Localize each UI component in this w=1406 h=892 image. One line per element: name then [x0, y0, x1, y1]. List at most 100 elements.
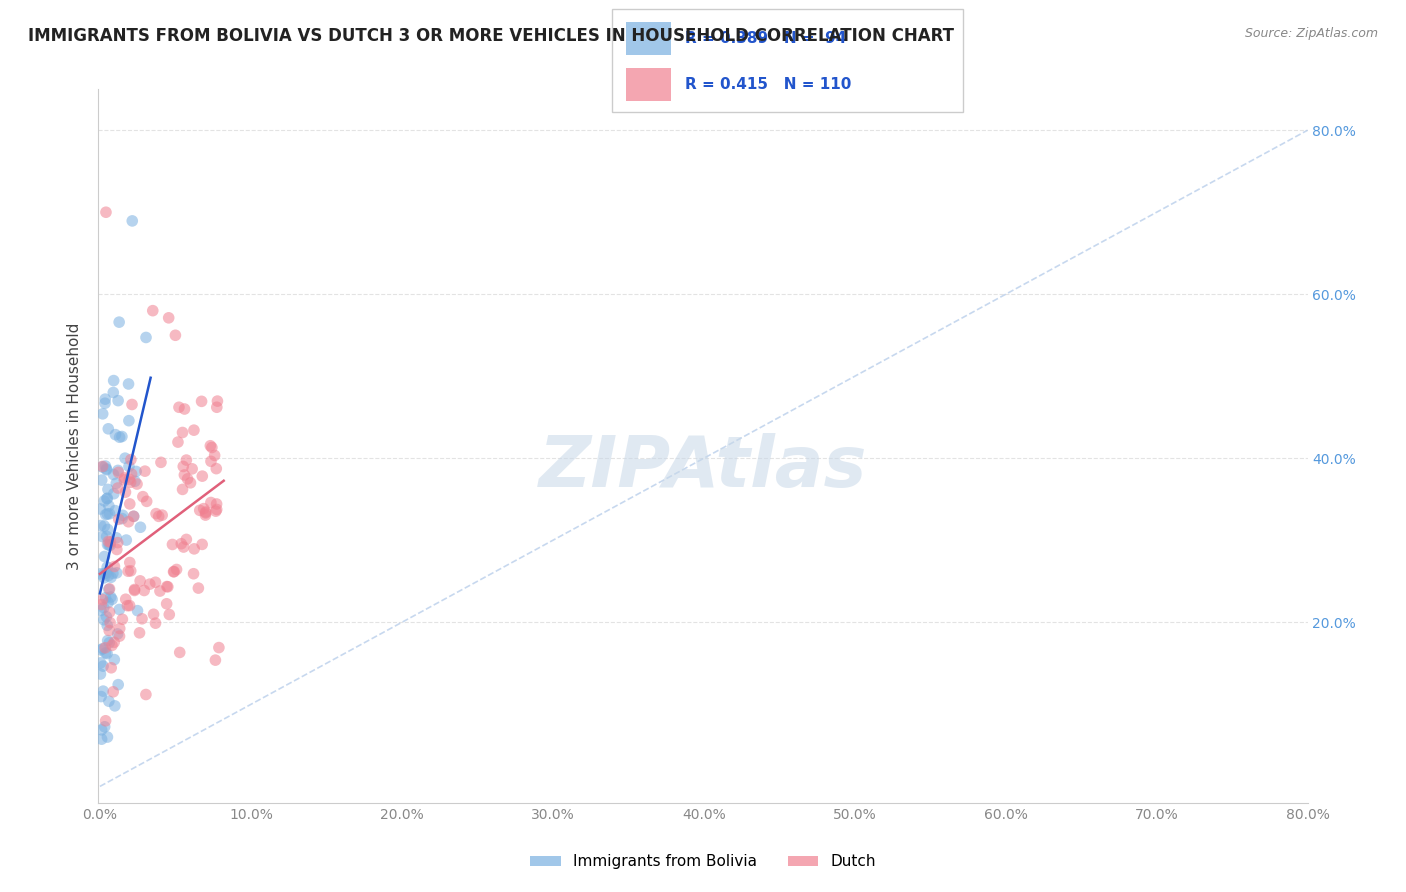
Point — [97, 538, 120, 552]
Point — [97, 422, 120, 436]
Point — [91, 592, 114, 607]
Point — [90, 473, 112, 487]
Point — [107, 512, 129, 526]
Point — [125, 477, 148, 491]
Point — [111, 612, 134, 626]
Point — [120, 452, 142, 467]
Point — [90, 598, 112, 612]
Text: Source: ZipAtlas.com: Source: ZipAtlas.com — [1244, 27, 1378, 40]
Point — [89, 502, 111, 516]
Point — [100, 535, 122, 549]
Point — [148, 509, 170, 524]
Point — [93, 613, 115, 627]
Point — [145, 575, 167, 590]
Point — [94, 714, 117, 728]
Point — [96, 491, 118, 506]
Point — [105, 476, 128, 491]
Text: R = 0.415   N = 110: R = 0.415 N = 110 — [686, 78, 852, 93]
Point — [124, 583, 146, 598]
Point — [156, 580, 179, 594]
Point — [134, 583, 156, 598]
Point — [172, 425, 194, 440]
FancyBboxPatch shape — [612, 9, 963, 112]
Point — [94, 458, 117, 473]
Point — [107, 393, 129, 408]
Point — [188, 503, 211, 517]
Point — [90, 732, 112, 747]
Point — [103, 559, 125, 574]
Point — [108, 622, 131, 636]
Point — [108, 430, 131, 444]
FancyBboxPatch shape — [626, 22, 672, 55]
Point — [103, 487, 125, 501]
Point — [91, 529, 114, 543]
Point — [205, 401, 228, 415]
Point — [187, 581, 209, 595]
Point — [96, 618, 118, 632]
Point — [94, 640, 117, 655]
Point — [98, 507, 121, 521]
Point — [117, 599, 139, 613]
Point — [97, 633, 120, 648]
Point — [89, 667, 111, 681]
Point — [98, 605, 121, 619]
Point — [201, 441, 224, 455]
Point — [91, 459, 114, 474]
Point — [172, 483, 194, 497]
Point — [90, 518, 112, 533]
Point — [91, 659, 114, 673]
Point — [96, 609, 118, 624]
Point — [118, 599, 141, 613]
Point — [94, 508, 117, 522]
Point — [120, 475, 142, 490]
Point — [114, 451, 136, 466]
Point — [94, 205, 117, 219]
Point — [91, 459, 114, 474]
Point — [107, 678, 129, 692]
Point — [118, 556, 141, 570]
Point — [101, 592, 124, 607]
Point — [179, 475, 201, 490]
Point — [97, 483, 120, 497]
Point — [205, 461, 228, 475]
Point — [94, 396, 117, 410]
Point — [135, 688, 157, 702]
Point — [91, 684, 114, 698]
Point — [91, 641, 114, 656]
Point — [107, 627, 129, 641]
Point — [204, 449, 226, 463]
Point — [96, 538, 118, 552]
Point — [208, 640, 231, 655]
Point — [124, 474, 146, 488]
Point — [121, 467, 143, 481]
Point — [97, 534, 120, 549]
Point — [118, 459, 141, 474]
Point — [96, 730, 118, 744]
Point — [165, 328, 187, 343]
Point — [139, 577, 162, 591]
Point — [167, 401, 190, 415]
Point — [142, 303, 165, 318]
Point — [145, 507, 167, 521]
Point — [121, 214, 143, 228]
Point — [191, 469, 214, 483]
Point — [103, 374, 125, 388]
Point — [96, 463, 118, 477]
Point — [105, 542, 128, 557]
Point — [91, 407, 114, 421]
Point — [96, 560, 118, 574]
Point — [191, 537, 214, 551]
Point — [96, 566, 118, 580]
Point — [163, 565, 186, 579]
Point — [98, 615, 121, 630]
Point — [149, 455, 172, 469]
Text: ZIPAtlas: ZIPAtlas — [538, 433, 868, 502]
Point — [205, 497, 228, 511]
Point — [190, 394, 212, 409]
Point — [169, 645, 191, 659]
Point — [97, 568, 120, 582]
Point — [176, 453, 198, 467]
Text: IMMIGRANTS FROM BOLIVIA VS DUTCH 3 OR MORE VEHICLES IN HOUSEHOLD CORRELATION CHA: IMMIGRANTS FROM BOLIVIA VS DUTCH 3 OR MO… — [28, 27, 955, 45]
Point — [117, 376, 139, 391]
Point — [104, 503, 127, 517]
